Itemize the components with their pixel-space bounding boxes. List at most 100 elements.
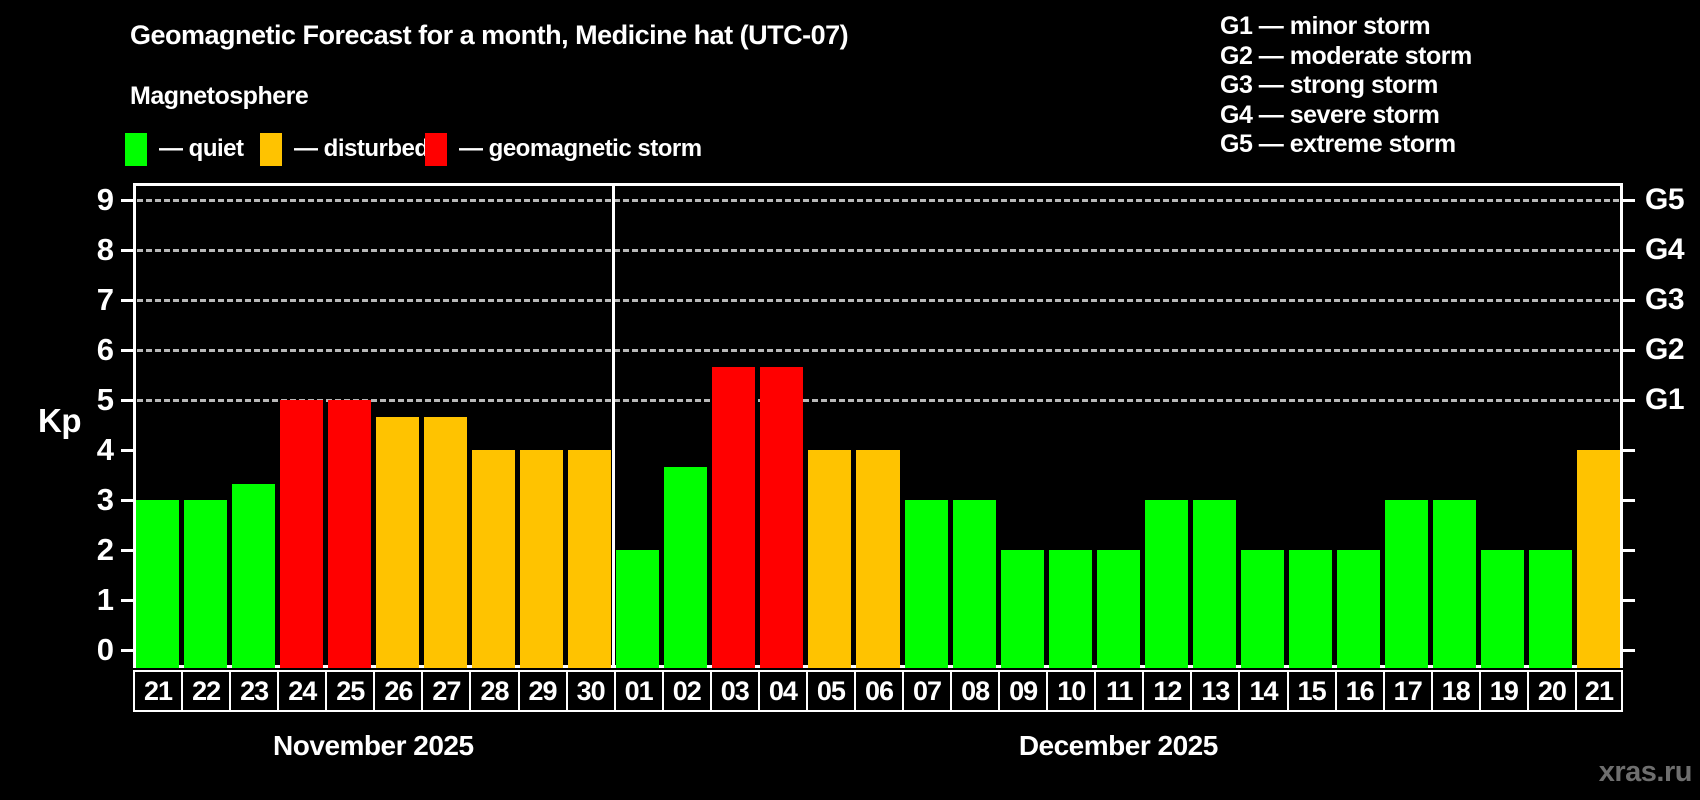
y-tick-right-1 <box>1623 598 1635 602</box>
day-label-cell-dec-19: 19 <box>1478 670 1529 712</box>
kp-bar-dec-19 <box>1481 550 1525 668</box>
day-label-cell-dec-21: 21 <box>1574 670 1623 712</box>
day-label-cell-dec-18: 18 <box>1430 670 1481 712</box>
y-tick-label-4: 4 <box>96 432 114 467</box>
y-tick-left-6 <box>121 348 133 352</box>
gridline-kp5 <box>137 398 1619 402</box>
day-label-cell-nov-23: 23 <box>229 670 280 712</box>
day-label-cell-dec-09: 09 <box>998 670 1049 712</box>
chart-title: Geomagnetic Forecast for a month, Medici… <box>130 20 849 50</box>
storm-scale-line-2: G2 — moderate storm <box>1220 41 1472 70</box>
kp-bar-dec-09 <box>1000 550 1044 668</box>
kp-bar-nov-24 <box>279 400 323 668</box>
kp-bar-dec-18 <box>1433 500 1477 668</box>
legend-swatch-storm <box>425 132 447 166</box>
kp-bar-dec-21 <box>1577 450 1621 668</box>
kp-bar-dec-05 <box>808 450 852 668</box>
day-label-cell-nov-22: 22 <box>181 670 232 712</box>
chart-subtitle: Magnetosphere <box>130 82 309 110</box>
y-tick-left-2 <box>121 548 133 552</box>
day-label-cell-nov-29: 29 <box>517 670 568 712</box>
day-label-cell-nov-21: 21 <box>133 670 184 712</box>
storm-scale-line-3: G3 — strong storm <box>1220 71 1438 99</box>
kp-bar-dec-20 <box>1529 550 1573 668</box>
y-tick-right-2 <box>1623 548 1635 552</box>
y-tick-right-8 <box>1623 248 1635 252</box>
y-tick-label-0: 0 <box>96 632 114 667</box>
kp-bar-nov-27 <box>423 416 467 668</box>
legend-label-storm: — geomagnetic storm <box>459 135 702 162</box>
day-label-cell-dec-17: 17 <box>1382 670 1433 712</box>
watermark: xras.ru <box>1598 756 1693 788</box>
kp-bar-nov-25 <box>327 400 371 668</box>
gridline-kp6 <box>137 348 1619 352</box>
legend-swatch-quiet <box>125 132 147 166</box>
y-tick-label-9: 9 <box>96 182 114 217</box>
legend-item-quiet: — quiet <box>125 132 244 166</box>
g-scale-label-G5: G5 <box>1645 183 1685 216</box>
kp-bar-dec-08 <box>952 500 996 668</box>
y-tick-left-3 <box>121 498 133 502</box>
g-scale-label-G3: G3 <box>1645 283 1685 316</box>
y-tick-label-2: 2 <box>96 532 114 567</box>
day-label-cell-dec-06: 06 <box>853 670 905 712</box>
y-tick-right-4 <box>1623 448 1635 452</box>
day-label-cell-dec-15: 15 <box>1286 670 1337 712</box>
day-label-cell-dec-05: 05 <box>805 670 856 712</box>
legend-item-disturbed: — disturbed <box>260 132 429 166</box>
storm-scale-line-4: G4 — severe storm <box>1220 100 1440 129</box>
month-label-december: December 2025 <box>1018 730 1218 761</box>
day-label-cell-dec-10: 10 <box>1046 670 1097 712</box>
g-scale-label-G1: G1 <box>1645 383 1685 416</box>
kp-bar-dec-13 <box>1192 500 1236 668</box>
gridline-kp7 <box>137 298 1619 302</box>
y-tick-left-4 <box>121 448 133 452</box>
kp-bar-dec-03 <box>712 366 756 668</box>
storm-scale-line-1: G1 — minor storm <box>1220 12 1431 40</box>
x-axis-day-labels: 21 22 23 24 25 26 27 28 29 30 01 02 03 04 05 06 07 08 09 10… <box>133 670 1623 712</box>
plot-area <box>133 183 1623 668</box>
kp-bar-dec-17 <box>1385 500 1429 668</box>
legend-label-disturbed: — disturbed <box>294 135 429 162</box>
day-label-cell-dec-12: 12 <box>1142 670 1193 712</box>
gridline-kp8 <box>137 248 1619 252</box>
day-label-cell-nov-28: 28 <box>469 670 520 712</box>
kp-bar-dec-04 <box>760 366 804 668</box>
y-tick-left-9 <box>121 198 133 202</box>
kp-bar-nov-29 <box>520 450 564 668</box>
y-tick-right-0 <box>1623 648 1635 652</box>
day-label-cell-dec-01: 01 <box>613 670 664 712</box>
kp-bar-dec-02 <box>664 466 708 668</box>
month-label-november: November 2025 <box>273 730 474 761</box>
y-tick-left-5 <box>121 398 133 402</box>
day-label-cell-dec-02: 02 <box>661 670 712 712</box>
kp-bar-dec-12 <box>1144 500 1188 668</box>
y-tick-left-8 <box>121 248 133 252</box>
y-tick-label-1: 1 <box>96 582 114 617</box>
day-label-cell-dec-11: 11 <box>1094 670 1145 712</box>
y-tick-left-7 <box>121 298 133 302</box>
y-tick-label-8: 8 <box>96 232 114 267</box>
kp-bar-dec-06 <box>856 450 900 668</box>
day-label-cell-dec-16: 16 <box>1334 670 1385 712</box>
kp-bar-dec-15 <box>1289 550 1333 668</box>
day-label-cell-dec-14: 14 <box>1238 670 1289 712</box>
day-label-cell-dec-20: 20 <box>1526 670 1577 712</box>
legend-swatch-disturbed <box>260 132 282 166</box>
y-tick-label-3: 3 <box>96 482 114 517</box>
day-label-cell-nov-24: 24 <box>277 670 328 712</box>
y-axis-title: Kp <box>38 402 82 439</box>
gridline-kp9 <box>137 198 1619 202</box>
kp-bar-nov-21 <box>135 500 179 668</box>
y-tick-right-6 <box>1623 348 1635 352</box>
kp-bar-dec-11 <box>1096 550 1140 668</box>
y-tick-label-7: 7 <box>96 282 114 317</box>
kp-bar-nov-30 <box>568 450 612 668</box>
g-scale-label-G2: G2 <box>1645 333 1685 366</box>
day-label-cell-nov-25: 25 <box>325 670 376 712</box>
y-tick-right-9 <box>1623 198 1635 202</box>
day-label-cell-nov-26: 26 <box>373 670 424 712</box>
storm-scale-legend: G1 — minor storm G2 — moderate storm G3 — … <box>1220 12 1472 160</box>
y-tick-label-5: 5 <box>96 382 114 417</box>
